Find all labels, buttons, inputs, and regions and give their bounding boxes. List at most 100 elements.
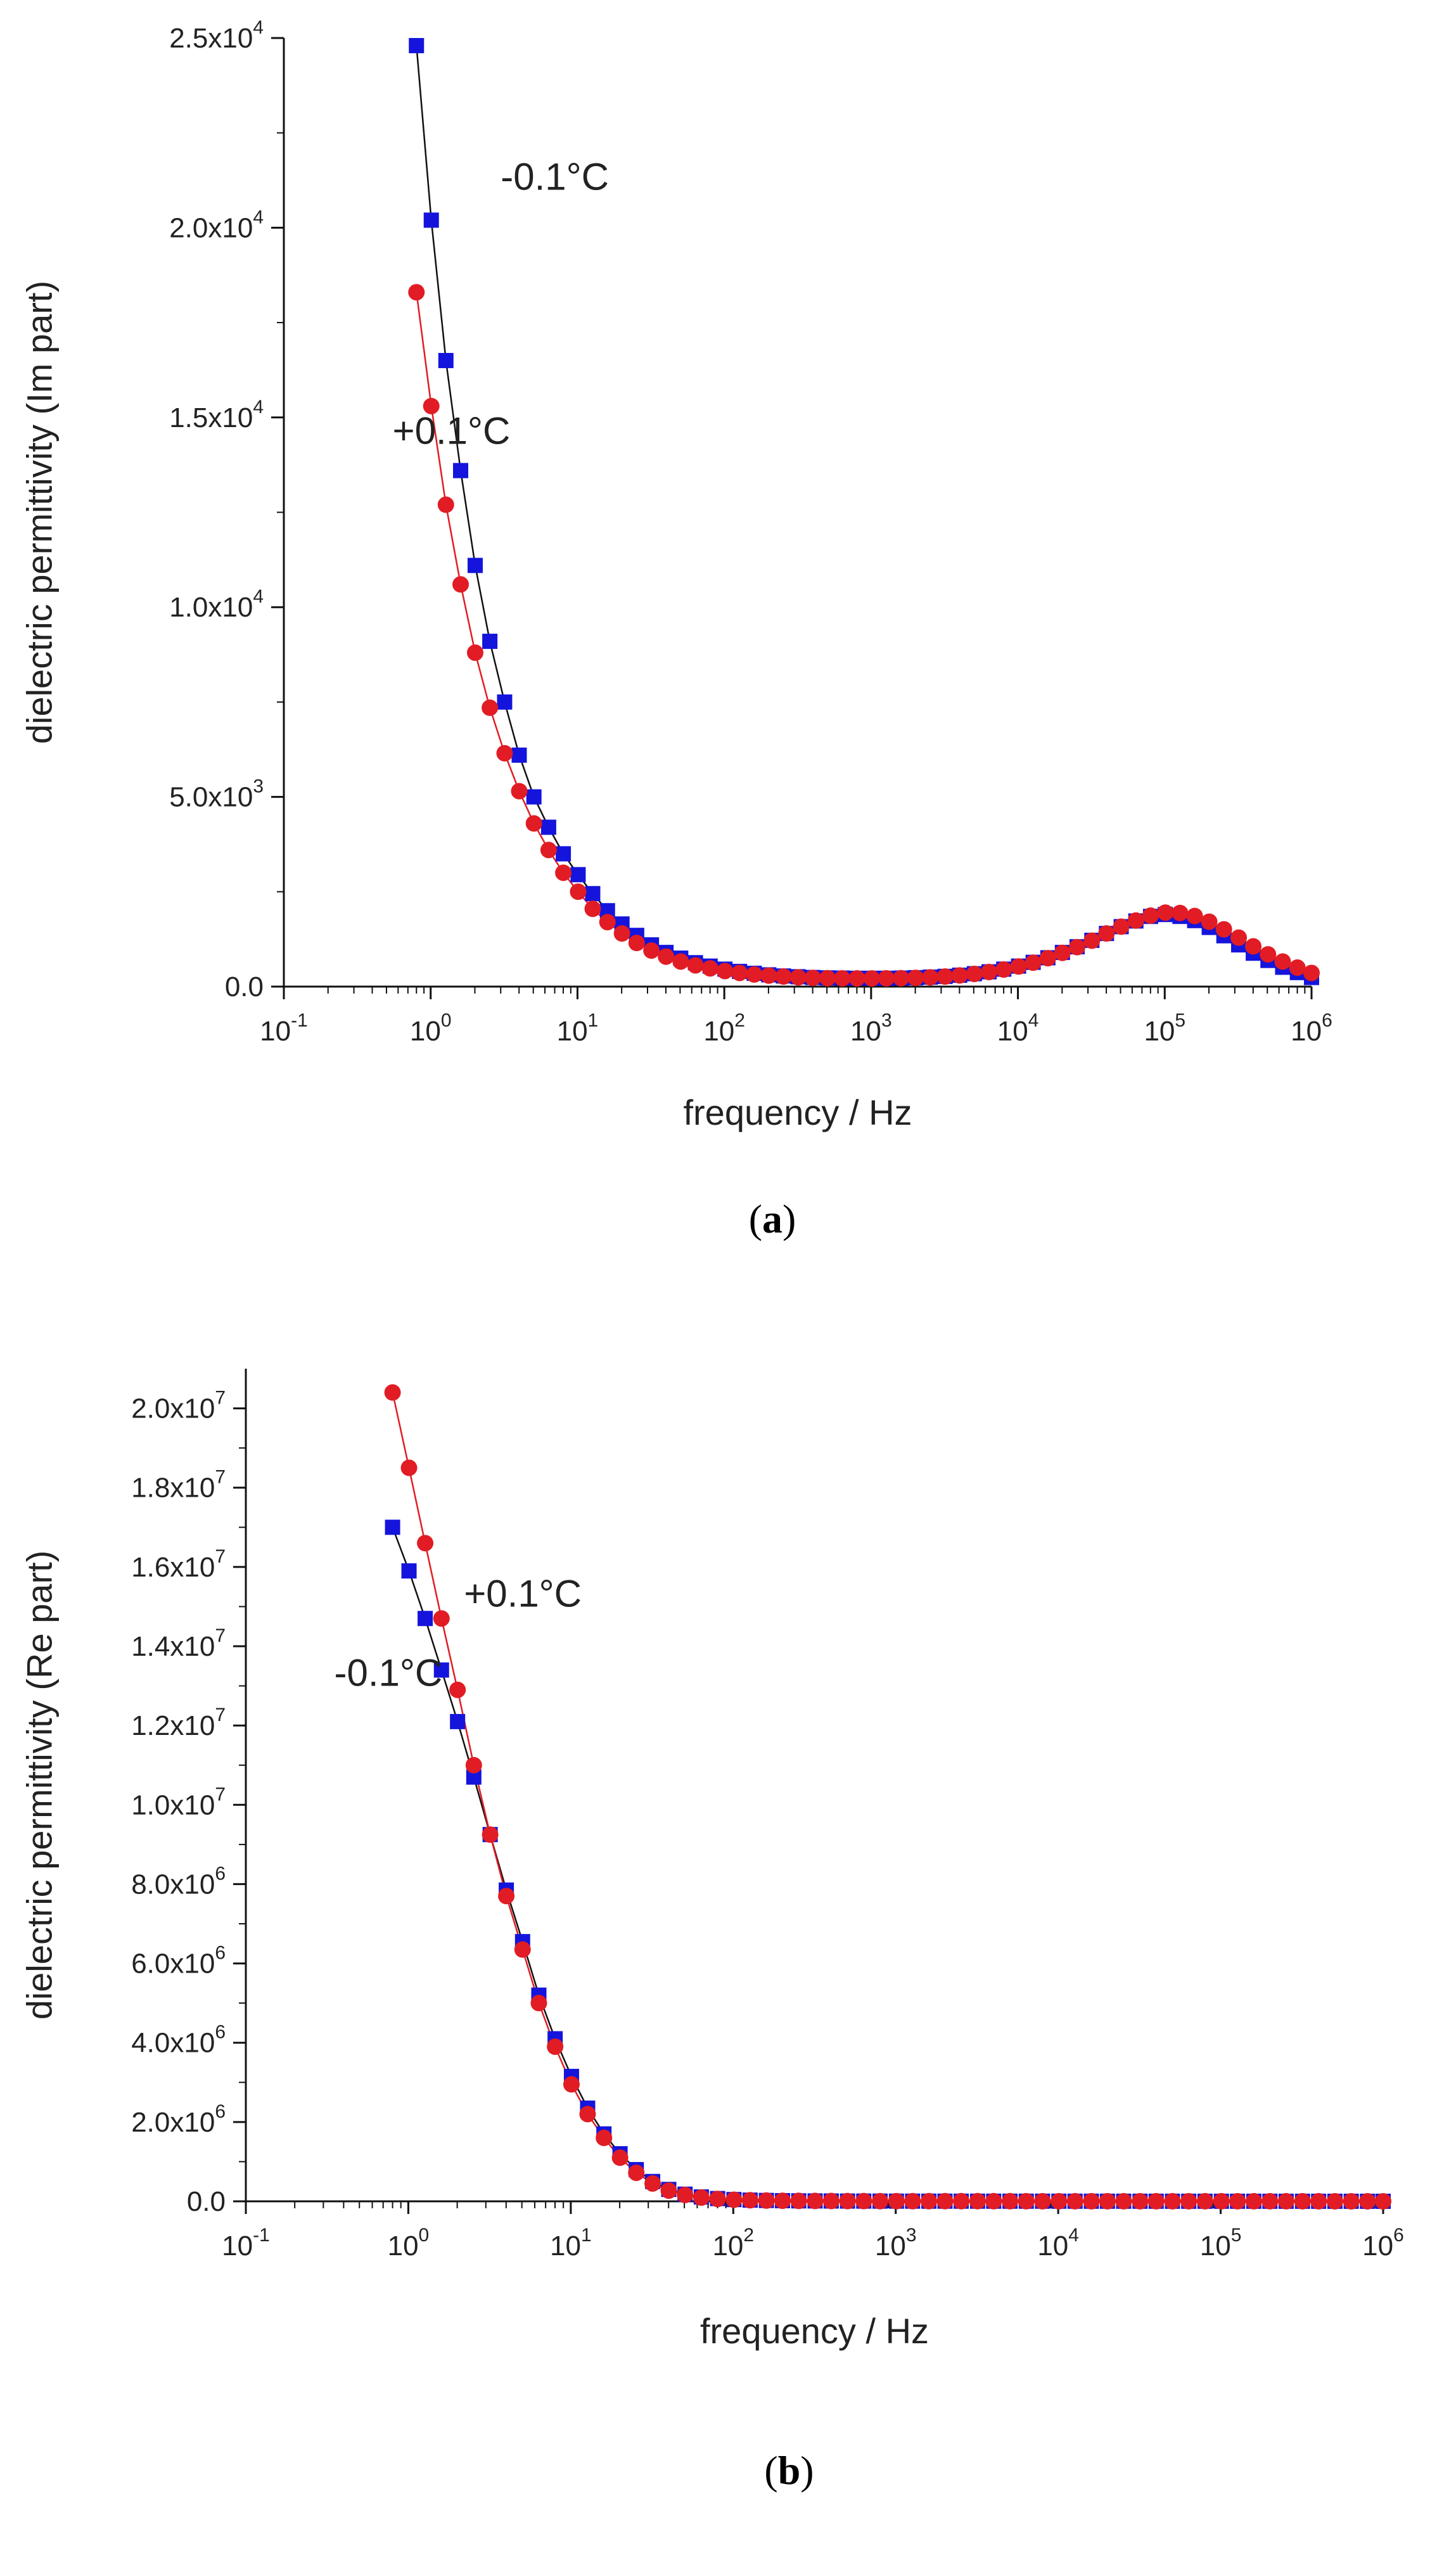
data-point-circle	[525, 815, 542, 832]
data-point-circle	[423, 397, 440, 414]
data-point-circle	[951, 967, 968, 984]
data-point-circle	[981, 963, 998, 980]
x-tick-label: 104	[1037, 2225, 1079, 2262]
data-point-circle	[1054, 944, 1071, 961]
data-point-square	[585, 886, 601, 902]
data-point-circle	[1310, 2192, 1327, 2210]
data-point-circle	[1303, 964, 1320, 982]
data-point-circle	[741, 2192, 758, 2209]
data-point-circle	[1157, 904, 1174, 921]
data-point-circle	[530, 1995, 547, 2012]
data-point-circle	[1289, 959, 1306, 976]
y-tick-label: 2.5x104	[169, 17, 264, 54]
x-tick-label: 103	[850, 1010, 892, 1047]
y-tick-label: 4.0x106	[131, 2022, 226, 2059]
data-point-circle	[863, 970, 880, 987]
data-point-circle	[848, 970, 865, 987]
data-point-circle	[1039, 950, 1056, 967]
series-pos	[384, 1384, 1391, 2210]
data-point-circle	[658, 948, 675, 965]
data-point-square	[438, 352, 454, 368]
data-point-circle	[819, 969, 836, 987]
data-point-square	[385, 1520, 400, 1535]
annotation-pos: +0.1°C	[393, 410, 511, 452]
data-point-circle	[408, 284, 425, 301]
data-point-circle	[514, 1941, 531, 1958]
data-point-circle	[1245, 2192, 1262, 2210]
data-point-circle	[1277, 2192, 1294, 2210]
data-point-square	[556, 846, 572, 862]
data-point-circle	[498, 1888, 515, 1905]
data-point-circle	[672, 953, 689, 970]
data-point-circle	[872, 2192, 889, 2210]
data-point-circle	[1201, 913, 1218, 930]
x-tick-label: 10-1	[222, 2225, 270, 2262]
data-point-circle	[701, 960, 718, 977]
y-tick-label: 1.5x104	[169, 397, 264, 433]
data-point-circle	[1164, 2192, 1181, 2210]
data-point-circle	[579, 2106, 596, 2123]
data-point-circle	[384, 1384, 401, 1401]
data-point-circle	[807, 2192, 824, 2210]
data-point-circle	[774, 2192, 791, 2210]
data-point-circle	[746, 966, 763, 983]
data-point-circle	[1025, 954, 1042, 971]
series-line-pos	[416, 292, 1312, 980]
panel-caption: (a)	[749, 1196, 796, 1241]
data-point-circle	[599, 914, 616, 931]
data-point-circle	[985, 2192, 1002, 2210]
data-point-circle	[1180, 2192, 1197, 2210]
data-point-circle	[936, 2192, 954, 2210]
data-point-circle	[893, 969, 910, 987]
x-tick-label: 104	[997, 1010, 1039, 1047]
data-point-circle	[1002, 2192, 1019, 2210]
data-point-square	[450, 1713, 466, 1729]
data-point-circle	[1186, 907, 1203, 925]
data-point-square	[409, 37, 425, 53]
data-point-circle	[904, 2192, 921, 2210]
data-point-circle	[465, 1756, 482, 1774]
y-tick-label: 1.0x107	[131, 1784, 226, 1820]
data-point-circle	[1196, 2192, 1213, 2210]
data-point-circle	[921, 2192, 938, 2210]
data-point-circle	[822, 2192, 840, 2210]
data-point-square	[540, 819, 556, 835]
data-point-circle	[584, 900, 601, 918]
data-point-circle	[1215, 921, 1232, 938]
x-tick-label: 101	[557, 1010, 599, 1047]
data-point-circle	[660, 2182, 677, 2199]
data-point-circle	[677, 2186, 694, 2203]
data-point-circle	[511, 783, 528, 800]
x-tick-label: 105	[1144, 1010, 1185, 1047]
data-point-circle	[1260, 946, 1277, 963]
data-point-circle	[725, 2191, 743, 2208]
x-axis-title: frequency / Hz	[700, 2311, 929, 2351]
data-point-circle	[452, 576, 469, 593]
series-pos	[408, 284, 1320, 987]
data-point-circle	[1375, 2192, 1391, 2210]
data-point-circle	[555, 864, 572, 881]
data-point-square	[570, 867, 586, 883]
x-tick-label: 101	[550, 2225, 592, 2262]
data-point-circle	[1113, 918, 1130, 935]
y-axis-title: dielectric permittivity (Im part)	[20, 281, 60, 744]
data-point-circle	[834, 969, 851, 987]
data-point-circle	[1115, 2192, 1132, 2210]
data-point-circle	[731, 964, 748, 982]
y-tick-label: 8.0x106	[131, 1863, 226, 1900]
data-point-circle	[1099, 2192, 1116, 2210]
data-point-circle	[709, 2191, 726, 2208]
data-point-circle	[969, 2192, 986, 2210]
y-tick-label: 1.6x107	[131, 1546, 226, 1583]
data-point-circle	[839, 2192, 856, 2210]
data-point-circle	[433, 1610, 450, 1627]
y-tick-label: 1.0x104	[169, 586, 264, 623]
data-point-circle	[644, 2175, 661, 2192]
data-point-circle	[563, 2076, 580, 2093]
data-point-circle	[540, 841, 557, 859]
data-point-circle	[760, 967, 777, 984]
y-tick-label: 1.2x107	[131, 1705, 226, 1741]
data-point-circle	[596, 2129, 613, 2146]
data-point-square	[511, 747, 527, 763]
data-point-circle	[804, 969, 821, 987]
